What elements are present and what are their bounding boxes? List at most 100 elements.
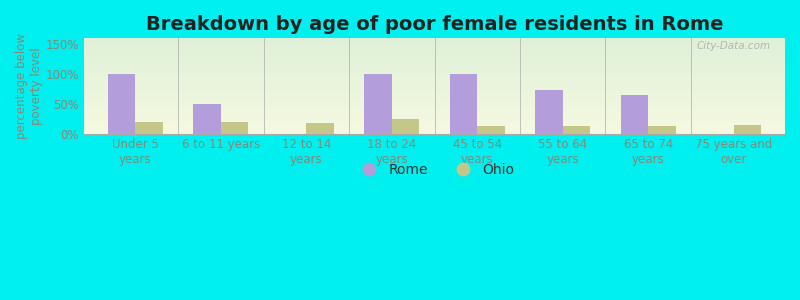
Bar	[84, 100, 785, 101]
Bar	[84, 130, 785, 131]
Bar	[84, 117, 785, 118]
Bar	[84, 122, 785, 123]
Bar	[365, 74, 392, 134]
Bar	[562, 126, 590, 134]
Bar	[84, 70, 785, 71]
Bar	[84, 97, 785, 98]
Bar	[84, 129, 785, 130]
Bar	[84, 90, 785, 91]
Bar	[84, 47, 785, 48]
Bar	[84, 45, 785, 46]
Bar	[84, 105, 785, 106]
Bar	[535, 90, 562, 134]
Bar	[306, 123, 334, 134]
Bar	[135, 122, 162, 134]
Bar	[84, 79, 785, 80]
Bar	[84, 41, 785, 42]
Bar	[84, 59, 785, 60]
Bar	[84, 77, 785, 78]
Bar	[84, 127, 785, 128]
Bar	[84, 93, 785, 94]
Bar	[84, 108, 785, 109]
Bar	[84, 38, 785, 39]
Bar	[84, 49, 785, 50]
Bar	[84, 58, 785, 59]
Bar	[84, 78, 785, 79]
Bar	[84, 50, 785, 51]
Bar	[84, 102, 785, 103]
Bar	[84, 126, 785, 127]
Bar	[84, 56, 785, 57]
Bar	[84, 119, 785, 120]
Bar	[84, 109, 785, 110]
Bar	[108, 74, 135, 134]
Bar	[392, 119, 419, 134]
Bar	[734, 125, 761, 134]
Bar	[84, 44, 785, 45]
Bar	[84, 116, 785, 117]
Bar	[84, 118, 785, 119]
Bar	[84, 104, 785, 105]
Bar	[84, 51, 785, 52]
Bar	[84, 133, 785, 134]
Bar	[84, 81, 785, 82]
Bar	[84, 88, 785, 89]
Bar	[84, 101, 785, 102]
Bar	[84, 98, 785, 99]
Bar	[84, 113, 785, 114]
Bar	[84, 103, 785, 104]
Bar	[84, 131, 785, 132]
Bar	[84, 71, 785, 72]
Bar	[221, 122, 248, 134]
Bar	[84, 75, 785, 76]
Bar	[84, 60, 785, 61]
Bar	[84, 121, 785, 122]
Text: City-Data.com: City-Data.com	[697, 41, 771, 51]
Title: Breakdown by age of poor female residents in Rome: Breakdown by age of poor female resident…	[146, 15, 723, 34]
Bar	[84, 124, 785, 125]
Bar	[84, 64, 785, 65]
Bar	[84, 111, 785, 112]
Bar	[621, 95, 648, 134]
Bar	[84, 123, 785, 124]
Bar	[84, 61, 785, 62]
Bar	[84, 65, 785, 66]
Bar	[84, 87, 785, 88]
Bar	[84, 107, 785, 108]
Bar	[84, 74, 785, 75]
Bar	[84, 73, 785, 74]
Bar	[84, 94, 785, 95]
Bar	[84, 95, 785, 96]
Bar	[84, 83, 785, 84]
Bar	[84, 52, 785, 53]
Bar	[84, 42, 785, 43]
Bar	[478, 126, 505, 134]
Bar	[84, 128, 785, 129]
Bar	[84, 80, 785, 81]
Bar	[84, 125, 785, 126]
Bar	[84, 54, 785, 55]
Bar	[84, 63, 785, 64]
Bar	[84, 40, 785, 41]
Bar	[84, 84, 785, 85]
Bar	[84, 57, 785, 58]
Legend: Rome, Ohio: Rome, Ohio	[350, 158, 519, 182]
Bar	[84, 46, 785, 47]
Bar	[84, 48, 785, 49]
Bar	[84, 99, 785, 100]
Bar	[194, 104, 221, 134]
Bar	[84, 89, 785, 90]
Bar	[84, 67, 785, 68]
Bar	[450, 74, 478, 134]
Bar	[84, 132, 785, 133]
Bar	[648, 126, 675, 134]
Bar	[84, 110, 785, 111]
Bar	[84, 114, 785, 115]
Y-axis label: percentage below
poverty level: percentage below poverty level	[15, 33, 43, 139]
Bar	[84, 76, 785, 77]
Bar	[84, 82, 785, 83]
Bar	[84, 112, 785, 113]
Bar	[84, 69, 785, 70]
Bar	[84, 106, 785, 107]
Bar	[84, 120, 785, 121]
